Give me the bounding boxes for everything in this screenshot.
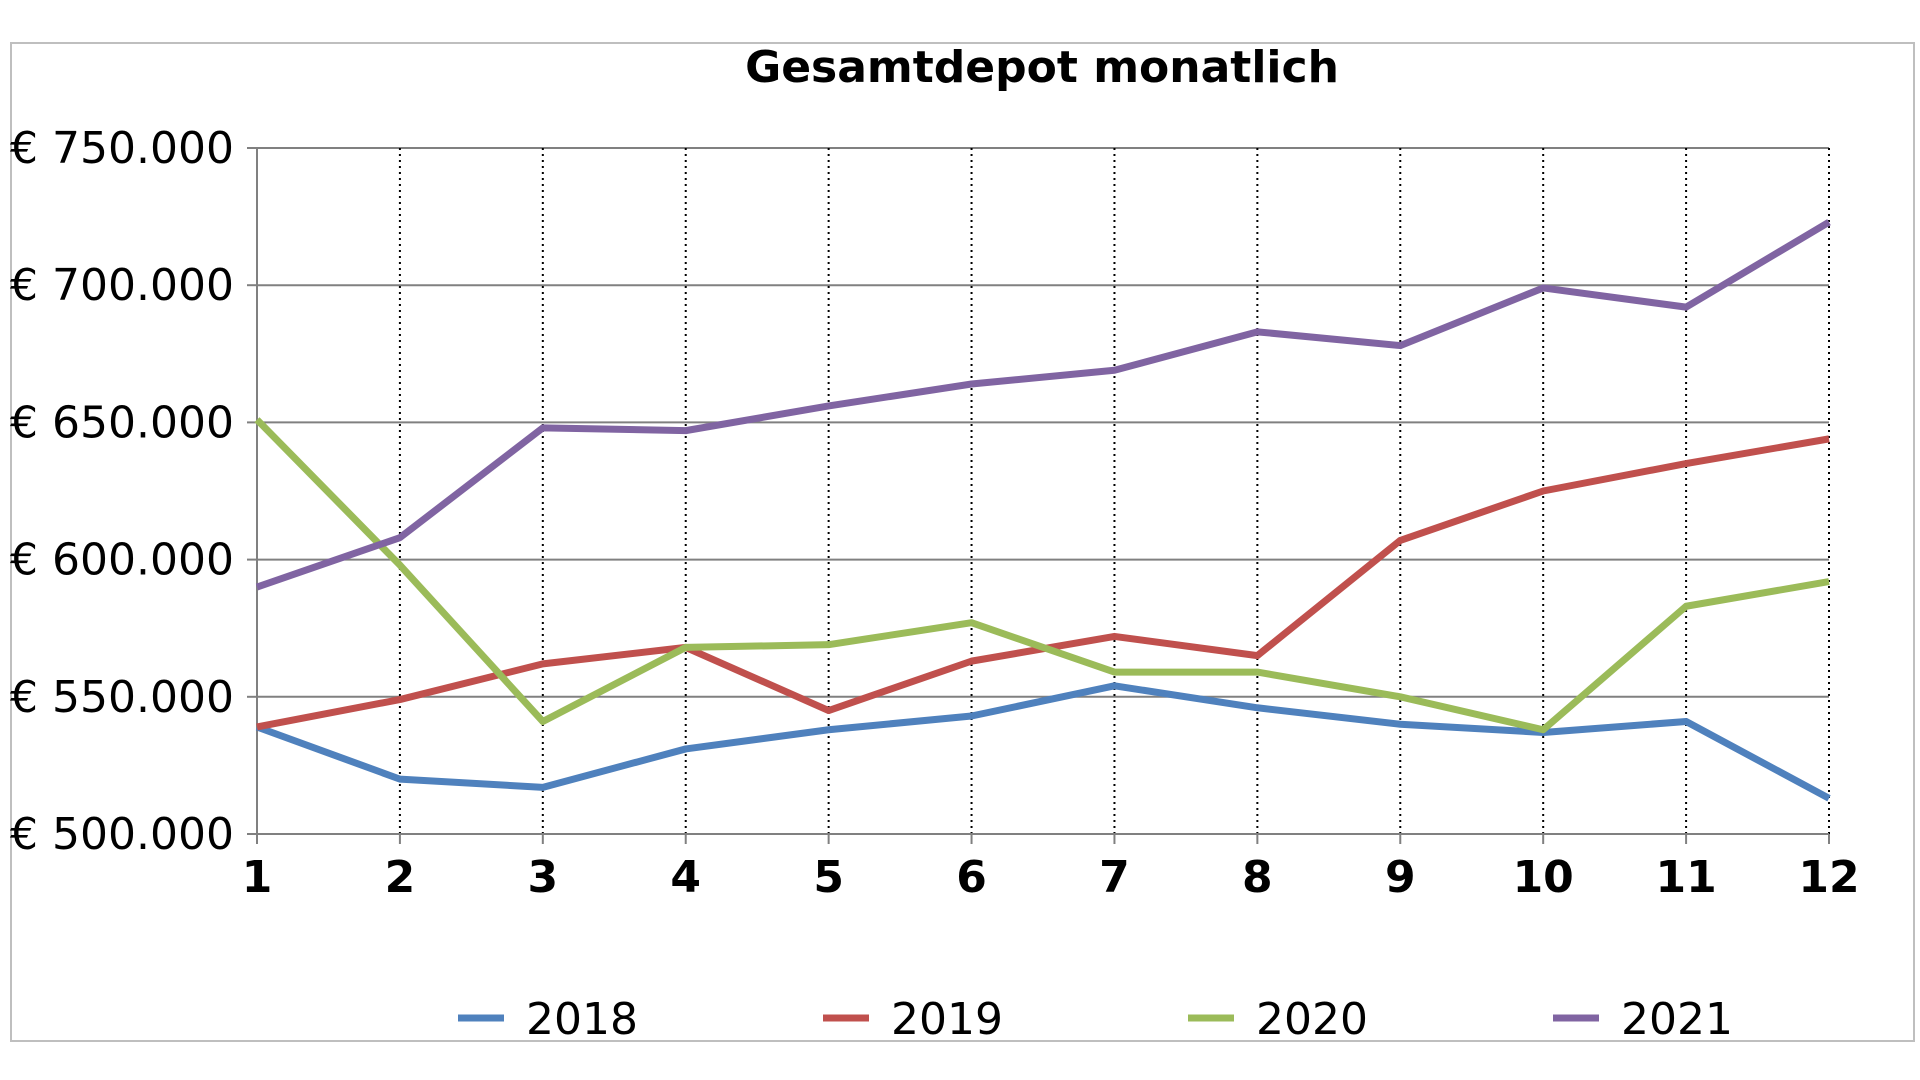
x-tick-label: 6 [956,852,987,903]
x-tick-label: 10 [1513,852,1574,903]
y-tick-label: € 700.000 [10,260,234,311]
x-tick-label: 4 [670,852,701,903]
y-tick-label: € 650.000 [10,397,234,448]
chart-title: Gesamtdepot monatlich [745,42,1339,93]
x-tick-label: 11 [1655,852,1716,903]
x-tick-label: 8 [1242,852,1273,903]
x-tick-label: 1 [242,852,273,903]
y-tick-label: € 750.000 [10,123,234,174]
x-tick-label: 2 [385,852,416,903]
series-line-2020 [254,417,1830,734]
y-axis-tick-labels: € 500.000 € 550.000 € 600.000 € 650.000 € 70… [10,123,234,860]
legend-label-2020: 2020 [1256,994,1368,1045]
chart-frame [10,42,1915,1042]
x-axis-tick-labels: 1 2 3 4 5 6 7 8 9 10 11 12 [242,852,1860,903]
x-tick-label: 12 [1798,852,1859,903]
y-tick-label: € 550.000 [10,672,234,723]
series-line-2021 [255,219,1831,591]
x-tick-label: 3 [528,852,559,903]
legend-label-2021: 2021 [1621,994,1733,1045]
axes [247,147,1830,844]
x-tick-label: 5 [813,852,844,903]
series-lines [254,219,1831,802]
legend-label-2019: 2019 [891,994,1003,1045]
legend: 2018 2019 2020 2021 [458,994,1733,1045]
x-tick-label: 7 [1099,852,1130,903]
series-line-2018 [255,682,1831,802]
x-tick-label: 9 [1385,852,1416,903]
y-tick-label: € 600.000 [10,535,234,586]
legend-label-2018: 2018 [526,994,638,1045]
y-tick-label: € 500.000 [10,809,234,860]
